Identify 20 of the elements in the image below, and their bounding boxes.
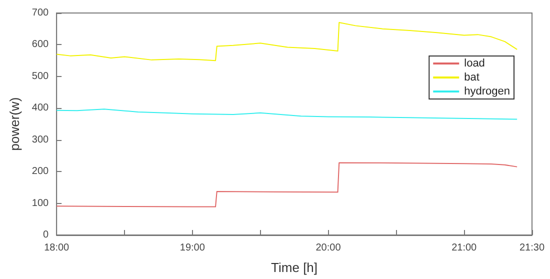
- legend-label: bat: [464, 72, 480, 84]
- x-tick-label: 21:00: [452, 242, 478, 254]
- x-tick-label: 21:30: [519, 242, 545, 254]
- legend-label: hydrogen: [464, 86, 510, 98]
- y-tick-label: 700: [32, 8, 50, 18]
- y-axis-title: power(w): [7, 97, 22, 151]
- x-tick-label: 18:00: [44, 242, 70, 254]
- y-tick-label: 0: [43, 230, 50, 240]
- line-series: [56, 108, 518, 120]
- y-tick-label: 200: [32, 166, 50, 178]
- x-axis-title: Time [h]: [271, 260, 318, 275]
- y-tick-label: 500: [32, 70, 50, 82]
- x-tick-label: 19:00: [180, 242, 206, 254]
- legend-label: load: [464, 58, 485, 70]
- x-tick-label: 20:00: [316, 242, 342, 254]
- y-tick-label: 600: [32, 39, 50, 50]
- y-tick-label: 100: [32, 198, 50, 209]
- y-tick-label: 400: [32, 102, 50, 114]
- line-series: [56, 162, 518, 208]
- y-tick-label: 300: [32, 134, 50, 146]
